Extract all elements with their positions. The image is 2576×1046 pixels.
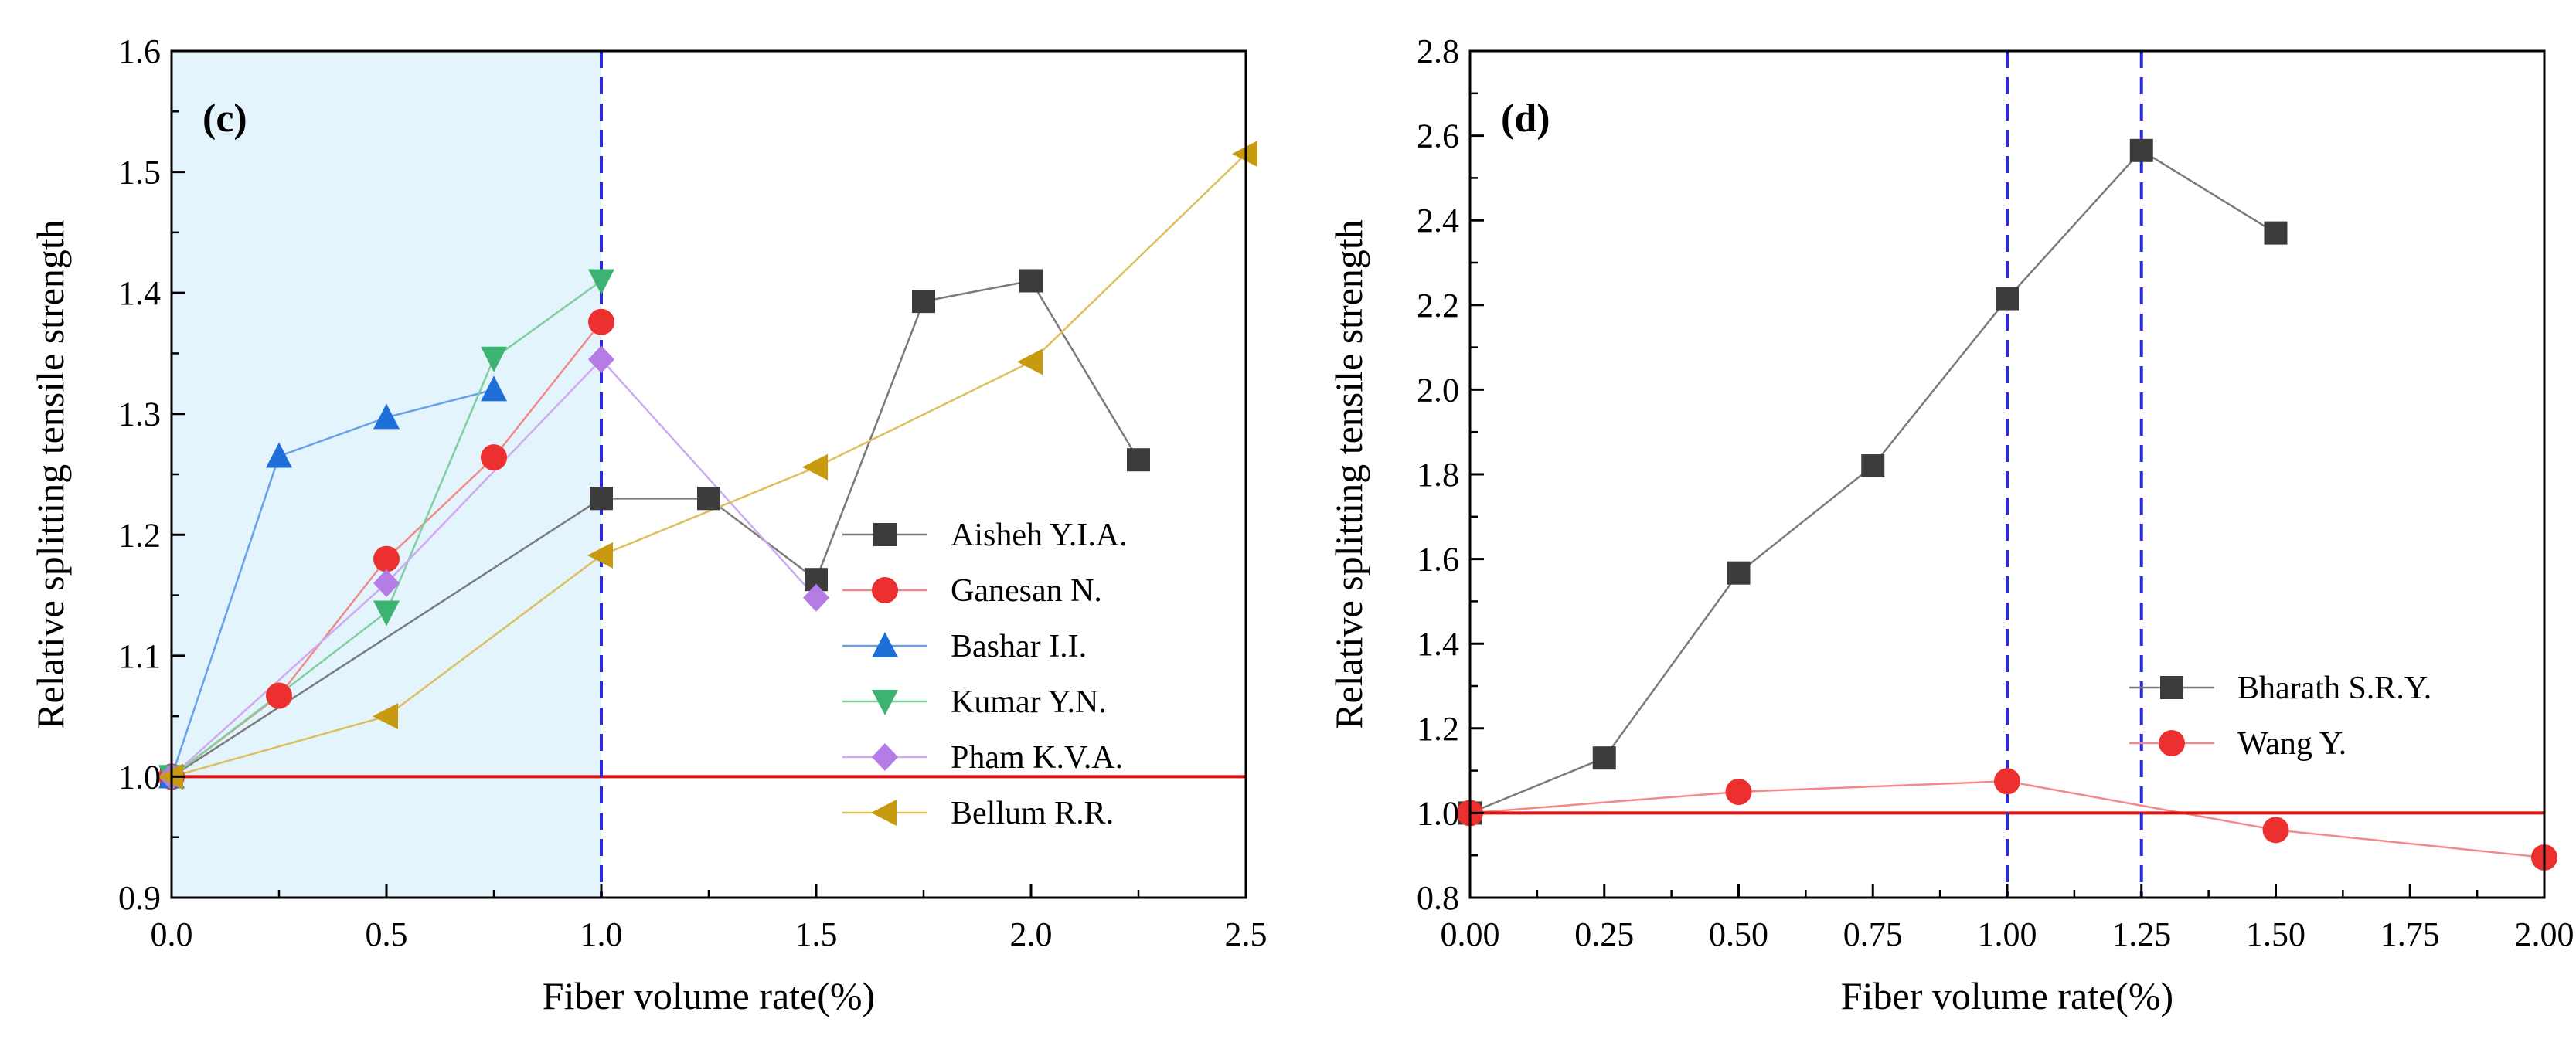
x-tick-label: 0.5 [366,915,408,953]
data-point-0-1 [1592,746,1616,770]
y-axis-title: Relative splitting tensile strength [1327,219,1370,729]
y-tick-label: 1.4 [1417,625,1459,663]
y-tick-label: 0.9 [118,879,161,917]
data-point-0-1 [590,487,613,511]
legend-marker-1 [2159,730,2185,756]
series-line-5 [171,153,1247,778]
y-tick-label: 2.4 [1417,202,1459,239]
chart-panel-c: 0.0 0.5 1.0 1.5 2.0 2.5 0.9 1.0 1.1 1.2 1.3 1.4 1.5 1… [29,32,1268,1017]
y-tick-label: 1.6 [1417,541,1459,579]
x-tick-label: 0.0 [151,915,193,953]
y-tick-label: 2.8 [1417,32,1459,70]
legend-marker-1 [872,577,898,603]
legend: Aisheh Y.I.A. Ganesan N. Bashar I.I. Kumar … [842,518,1128,831]
data-point-3-2 [481,346,507,372]
data-point-0-2 [1727,561,1751,585]
x-axis-title: Fiber volume rate(%) [1841,974,2173,1017]
y-tick-label: 0.8 [1417,879,1459,917]
data-point-0-2 [697,487,720,511]
legend-marker-3 [872,690,898,715]
x-tick-label: 0.50 [1709,915,1768,953]
y-tick-label: 1.8 [1417,456,1459,494]
x-tick-label: 0.75 [1843,915,1903,953]
chart-panel-d: 0.00 0.25 0.50 0.75 1.00 1.25 1.50 1.75 2.00 0.8 1… [1327,32,2574,1017]
legend-label-5: Bellum R.R. [951,796,1114,831]
data-point-3-1 [373,600,400,627]
legend-marker-0 [873,523,897,546]
data-point-1-2 [1994,768,2020,795]
y-tick-label: 1.3 [118,396,161,433]
data-point-0-5 [1019,269,1043,293]
data-point-2-3 [481,375,507,402]
y-tick-label: 1.0 [118,758,161,796]
data-point-5-4 [1017,348,1043,375]
x-tick-label: 2.5 [1225,915,1268,953]
data-point-0-6 [2264,221,2288,245]
data-point-0-6 [1127,448,1150,472]
x-tick-label: 2.00 [2515,915,2574,953]
data-point-4-1 [373,569,400,597]
data-point-1-3 [481,444,507,471]
data-point-3-3 [588,269,614,295]
shaded-region [172,51,601,898]
legend-marker-4 [872,743,898,771]
x-tick-label: 0.00 [1441,915,1500,953]
y-tick-label: 2.0 [1417,371,1459,409]
legend-label-3: Kumar Y.N. [951,684,1107,720]
legend-marker-2 [872,632,898,657]
y-tick-label: 1.2 [118,516,161,554]
legend-label-0: Bharath S.R.Y. [2237,671,2431,706]
data-point-1-2 [373,545,400,572]
data-point-4-2 [588,345,614,374]
data-point-0-3 [1861,454,1885,478]
legend-marker-5 [871,800,897,826]
data-point-1-4 [588,308,614,335]
y-tick-label: 1.4 [118,274,161,312]
x-tick-label: 1.75 [2380,915,2440,953]
y-tick-label: 2.2 [1417,287,1459,324]
y-tick-label: 1.1 [118,637,161,675]
data-point-5-2 [587,542,613,569]
panel-label: (d) [1501,97,1550,141]
legend-marker-0 [2160,676,2183,699]
data-point-0-5 [2129,138,2153,162]
legend-label-2: Bashar I.I. [951,629,1087,664]
x-tick-label: 1.0 [580,915,623,953]
y-tick-label: 2.6 [1417,117,1459,155]
data-point-1-1 [1725,779,1752,805]
series-line-0 [1469,149,2277,814]
data-point-1-1 [266,682,292,709]
series-line-4 [171,358,817,778]
legend-label-4: Pham K.V.A. [951,740,1123,776]
y-tick-label: 1.5 [118,154,161,192]
legend: Bharath S.R.Y. Wang Y. [2129,671,2431,762]
data-point-0-4 [912,290,935,314]
legend-label-1: Wang Y. [2237,726,2346,762]
y-tick-label: 1.0 [1417,794,1459,832]
data-point-5-1 [373,703,398,730]
y-axis-title: Relative splitting tensile strength [29,219,72,729]
data-point-4-3 [803,583,829,612]
legend-label-0: Aisheh Y.I.A. [951,518,1128,553]
x-tick-label: 1.25 [2112,915,2171,953]
y-tick-label: 1.2 [1417,710,1459,748]
data-point-0-4 [1996,287,2019,311]
panel-label: (c) [202,97,247,141]
x-tick-label: 2.0 [1010,915,1053,953]
x-tick-label: 1.5 [795,915,838,953]
data-point-1-3 [2262,817,2289,844]
y-tick-label: 1.6 [118,32,161,70]
series-line-2 [170,389,495,777]
x-tick-label: 0.25 [1574,915,1634,953]
data-point-5-3 [802,453,828,481]
x-tick-label: 1.50 [2246,915,2305,953]
legend-label-1: Ganesan N. [951,573,1102,609]
data-point-2-1 [266,442,292,468]
x-tick-label: 1.00 [1978,915,2037,953]
x-axis-title: Fiber volume rate(%) [543,974,875,1017]
data-point-2-2 [373,403,400,430]
